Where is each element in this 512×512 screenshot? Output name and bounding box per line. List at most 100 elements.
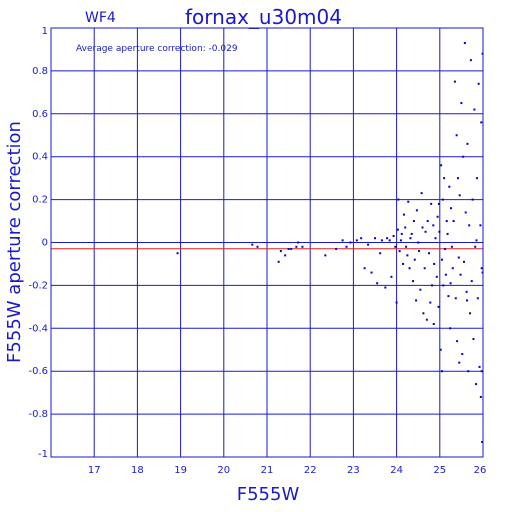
y-tick-label: -0.6 — [28, 366, 48, 377]
data-point — [421, 226, 424, 229]
data-point — [479, 224, 482, 227]
data-point — [426, 220, 429, 223]
data-point — [475, 383, 478, 386]
data-point — [419, 288, 422, 291]
y-tick-label: 0.4 — [32, 152, 48, 163]
x-tick-label: 17 — [88, 465, 101, 476]
y-tick-label: 0 — [42, 238, 48, 249]
data-point — [417, 241, 420, 244]
data-point — [455, 134, 458, 137]
data-point — [374, 237, 376, 240]
data-point — [405, 245, 408, 248]
data-point — [409, 237, 412, 240]
y-tick-label: -0.8 — [28, 409, 48, 420]
plot-frame — [50, 27, 484, 458]
data-point — [301, 245, 304, 248]
data-point — [469, 312, 472, 315]
data-point — [448, 185, 451, 188]
data-point — [390, 275, 393, 278]
data-point — [444, 273, 447, 276]
data-point — [462, 260, 465, 263]
data-point — [380, 239, 383, 242]
data-point — [464, 211, 467, 214]
data-point — [467, 370, 470, 373]
data-point — [460, 102, 463, 105]
data-point — [451, 267, 454, 270]
data-point — [424, 230, 427, 233]
data-point — [440, 164, 443, 167]
x-tick-label: 20 — [217, 465, 230, 476]
x-tick-label: 18 — [131, 465, 144, 476]
data-point — [449, 282, 452, 285]
data-point — [458, 361, 461, 364]
grid — [51, 28, 483, 457]
data-point — [420, 192, 423, 195]
data-point — [478, 365, 481, 368]
data-point — [453, 80, 456, 83]
data-point — [458, 194, 461, 197]
data-point — [435, 275, 438, 278]
data-point — [290, 247, 293, 250]
data-point — [400, 232, 403, 235]
annotation-text: Average aperture correction: -0.029 — [76, 44, 238, 54]
data-point — [446, 232, 449, 235]
data-point — [476, 297, 479, 300]
data-point — [402, 262, 405, 265]
data-point — [297, 241, 300, 244]
data-point — [360, 237, 363, 240]
data-points — [176, 42, 484, 443]
y-axis-label: F555W aperture correction — [4, 121, 25, 363]
data-point — [402, 213, 405, 216]
data-point — [480, 121, 483, 124]
data-point — [462, 155, 465, 158]
data-point — [396, 228, 399, 231]
data-point — [367, 243, 370, 246]
data-point — [279, 250, 282, 253]
data-point — [450, 207, 453, 210]
x-axis-label: F555W — [237, 484, 300, 505]
data-point — [433, 262, 436, 265]
data-point — [418, 250, 421, 253]
data-point — [384, 286, 387, 289]
data-point — [408, 267, 411, 270]
data-point — [466, 142, 469, 145]
data-point — [470, 280, 473, 283]
data-point — [456, 340, 459, 343]
chip-label: WF4 — [85, 10, 116, 26]
data-point — [341, 239, 344, 242]
data-point — [447, 295, 450, 298]
data-point — [363, 267, 366, 270]
data-point — [397, 198, 400, 201]
data-point — [432, 224, 435, 227]
data-point — [176, 252, 179, 255]
data-point — [345, 245, 348, 248]
data-point — [406, 254, 409, 257]
x-tick-label: 21 — [261, 465, 274, 476]
data-point — [287, 247, 290, 250]
data-point — [256, 245, 259, 248]
data-point — [349, 241, 352, 244]
data-point — [440, 258, 443, 261]
data-point — [445, 220, 448, 223]
data-point — [434, 237, 437, 240]
data-point — [454, 297, 457, 300]
data-point — [410, 232, 413, 235]
data-point — [459, 273, 462, 276]
data-point — [438, 230, 441, 233]
data-point — [449, 327, 452, 330]
data-point — [481, 440, 484, 443]
data-point — [457, 256, 460, 259]
data-point — [432, 323, 435, 326]
data-point — [423, 267, 426, 270]
data-point — [475, 177, 478, 180]
data-point — [450, 245, 453, 248]
data-point — [412, 280, 415, 283]
data-point — [388, 239, 391, 242]
data-point — [461, 353, 464, 356]
data-point — [370, 271, 373, 274]
data-point — [404, 226, 407, 229]
data-point — [379, 252, 382, 255]
data-point — [392, 235, 395, 238]
data-point — [429, 301, 432, 304]
data-point — [443, 177, 446, 180]
